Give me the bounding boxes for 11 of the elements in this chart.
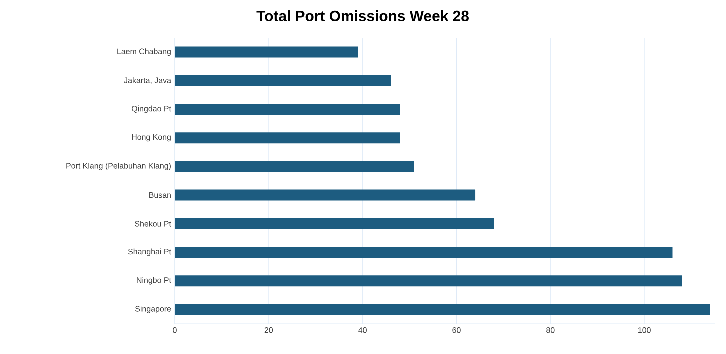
- bar: [175, 304, 710, 316]
- bar: [175, 75, 392, 86]
- bar: [175, 132, 400, 144]
- chart-title: Total Port Omissions Week 28: [256, 10, 469, 22]
- bar: [175, 104, 400, 116]
- bar: [175, 218, 494, 230]
- bar: [175, 247, 673, 258]
- bar: [175, 46, 358, 58]
- bar: [175, 161, 414, 172]
- bar: [175, 190, 476, 201]
- bar: [175, 276, 682, 287]
